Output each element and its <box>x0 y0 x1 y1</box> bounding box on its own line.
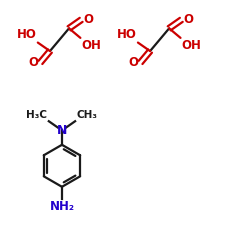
Text: O: O <box>28 56 38 69</box>
Text: HO: HO <box>117 28 137 41</box>
Text: O: O <box>183 12 193 26</box>
Text: HO: HO <box>17 28 36 41</box>
Text: H₃C: H₃C <box>26 110 47 120</box>
Text: CH₃: CH₃ <box>76 110 98 120</box>
Text: N: N <box>57 124 67 137</box>
Text: NH₂: NH₂ <box>50 200 74 213</box>
Text: OH: OH <box>182 39 202 52</box>
Text: OH: OH <box>82 39 102 52</box>
Text: O: O <box>83 12 93 26</box>
Text: O: O <box>128 56 138 69</box>
